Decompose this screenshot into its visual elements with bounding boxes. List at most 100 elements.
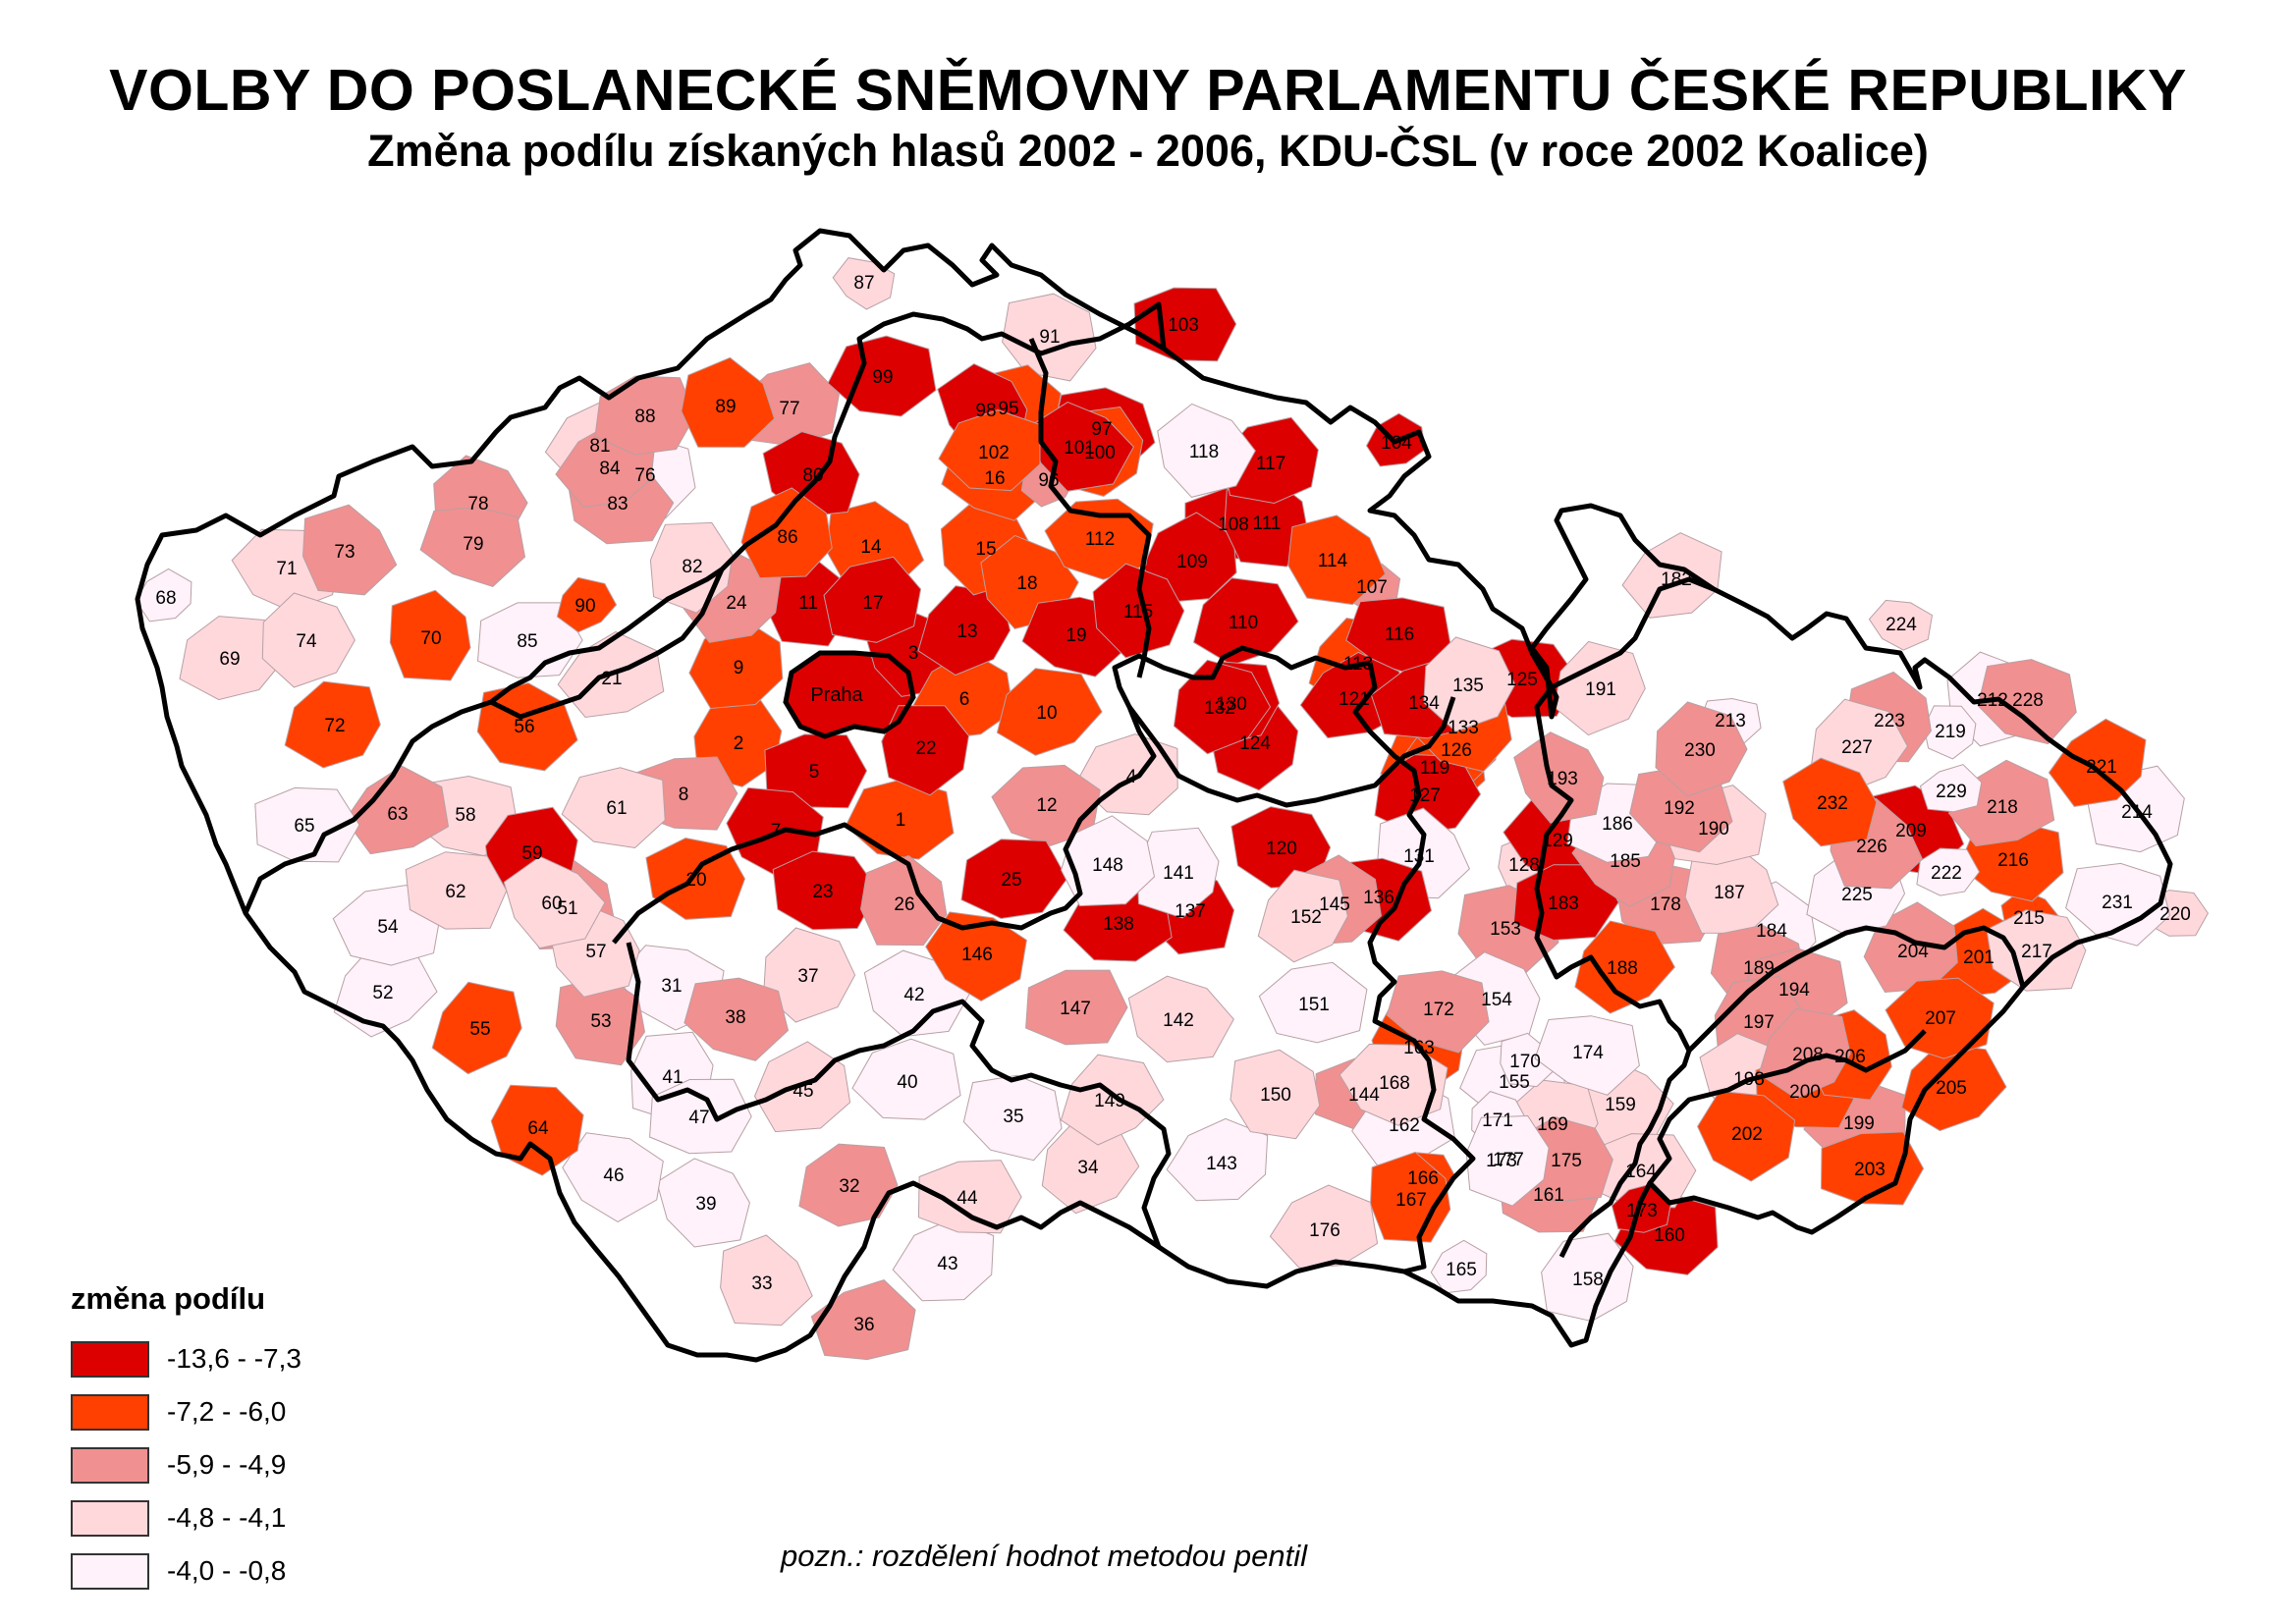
district-label: 119 (1420, 758, 1449, 779)
district-label: 229 (1936, 782, 1967, 802)
district-label: 3 (908, 643, 919, 664)
district-area (1060, 1054, 1165, 1146)
district-area (798, 1143, 899, 1227)
district-label: 113 (1343, 654, 1373, 675)
district-label: 17 (862, 593, 883, 614)
district-area (1977, 659, 2077, 745)
district-label: 16 (984, 468, 1005, 489)
district-area (431, 981, 522, 1075)
district-label: 44 (957, 1188, 978, 1209)
district-label: 124 (1239, 733, 1271, 754)
district-label: 56 (514, 717, 534, 737)
district-area (649, 1078, 752, 1155)
district-label: 2 (734, 733, 744, 754)
district-label: 84 (599, 459, 621, 479)
district-label: 99 (872, 367, 893, 388)
district-label: 189 (1743, 958, 1775, 979)
district-area (555, 975, 646, 1066)
district-label: 25 (1001, 870, 1021, 891)
district-area (925, 911, 1027, 1001)
district-label: 163 (1403, 1038, 1435, 1058)
region-border (1352, 662, 1476, 1274)
district-label: 26 (894, 894, 914, 915)
district-label: 20 (685, 870, 706, 891)
district-label: 95 (998, 399, 1018, 419)
district-label: 165 (1446, 1260, 1477, 1280)
district-label: 69 (219, 649, 240, 670)
district-label: 10 (1036, 703, 1057, 724)
district-label: 188 (1607, 958, 1638, 979)
district-area (1269, 1184, 1379, 1269)
district-label: 174 (1572, 1043, 1604, 1063)
district-label: 103 (1168, 315, 1199, 336)
district-label: 193 (1547, 769, 1578, 789)
district-label: 13 (957, 622, 977, 642)
region-border (720, 301, 1167, 571)
district-label: 136 (1363, 888, 1394, 908)
district-label: 47 (688, 1108, 709, 1128)
district-label: 178 (1650, 894, 1681, 915)
district-label: 152 (1290, 907, 1322, 928)
district-label: 112 (1085, 529, 1115, 550)
district-label: 72 (324, 716, 345, 736)
district-area (1782, 757, 1878, 847)
district-label: 137 (1175, 901, 1206, 922)
district-area (827, 335, 937, 417)
district-label: 135 (1452, 676, 1484, 696)
district-area (1697, 1090, 1796, 1182)
district-label: 64 (527, 1118, 549, 1139)
district-area (1386, 970, 1490, 1054)
district-label: 185 (1610, 851, 1641, 872)
district-label: 224 (1886, 615, 1917, 635)
district-label: 23 (812, 882, 833, 902)
district-area (1885, 977, 1995, 1059)
district-label: 76 (634, 465, 655, 486)
district-area (1025, 969, 1128, 1046)
district-area (1157, 403, 1256, 498)
district-label: 215 (2013, 908, 2045, 929)
district-label: 14 (860, 537, 882, 558)
district-label: 35 (1003, 1107, 1023, 1127)
legend-label: -13,6 - -7,3 (167, 1343, 301, 1374)
district-label: 194 (1778, 980, 1810, 1001)
district-area (1257, 869, 1348, 963)
district-label: 45 (793, 1081, 813, 1102)
district-label: 148 (1092, 855, 1123, 876)
district-label: 214 (2121, 802, 2153, 823)
legend-swatch (71, 1499, 149, 1537)
district-label: 40 (897, 1072, 917, 1093)
district-label: 36 (853, 1315, 874, 1335)
district-label: 138 (1103, 914, 1134, 935)
district-label: 121 (1339, 689, 1370, 710)
district-label: 100 (1084, 443, 1116, 463)
district-label: 4 (1126, 767, 1137, 787)
district-label: 160 (1654, 1225, 1685, 1246)
legend-row: -5,9 - -4,9 (71, 1438, 301, 1491)
district-label: 208 (1792, 1045, 1824, 1065)
district-label: 230 (1684, 740, 1716, 761)
district-label: 111 (1253, 514, 1282, 534)
district-label: 74 (296, 631, 317, 652)
district-label: 7 (771, 821, 782, 841)
district-area (1230, 1049, 1321, 1140)
region-border (1127, 696, 1456, 808)
district-label: 117 (1256, 454, 1285, 474)
district-label: 83 (607, 494, 628, 514)
district-label: 207 (1925, 1008, 1956, 1029)
district-label: 203 (1854, 1160, 1886, 1180)
district-label: 109 (1176, 552, 1208, 572)
district-label: 182 (1661, 569, 1692, 590)
district-area (135, 568, 192, 623)
district-label: 146 (961, 945, 993, 965)
district-label: 41 (662, 1067, 683, 1088)
district-label: 102 (978, 443, 1010, 463)
district-area (960, 839, 1068, 920)
district-label: 164 (1625, 1162, 1657, 1182)
district-label: 161 (1533, 1185, 1564, 1206)
district-label: 22 (915, 738, 936, 759)
district-area (344, 765, 450, 855)
district-area (859, 854, 948, 947)
legend-row: -13,6 - -7,3 (71, 1332, 301, 1385)
